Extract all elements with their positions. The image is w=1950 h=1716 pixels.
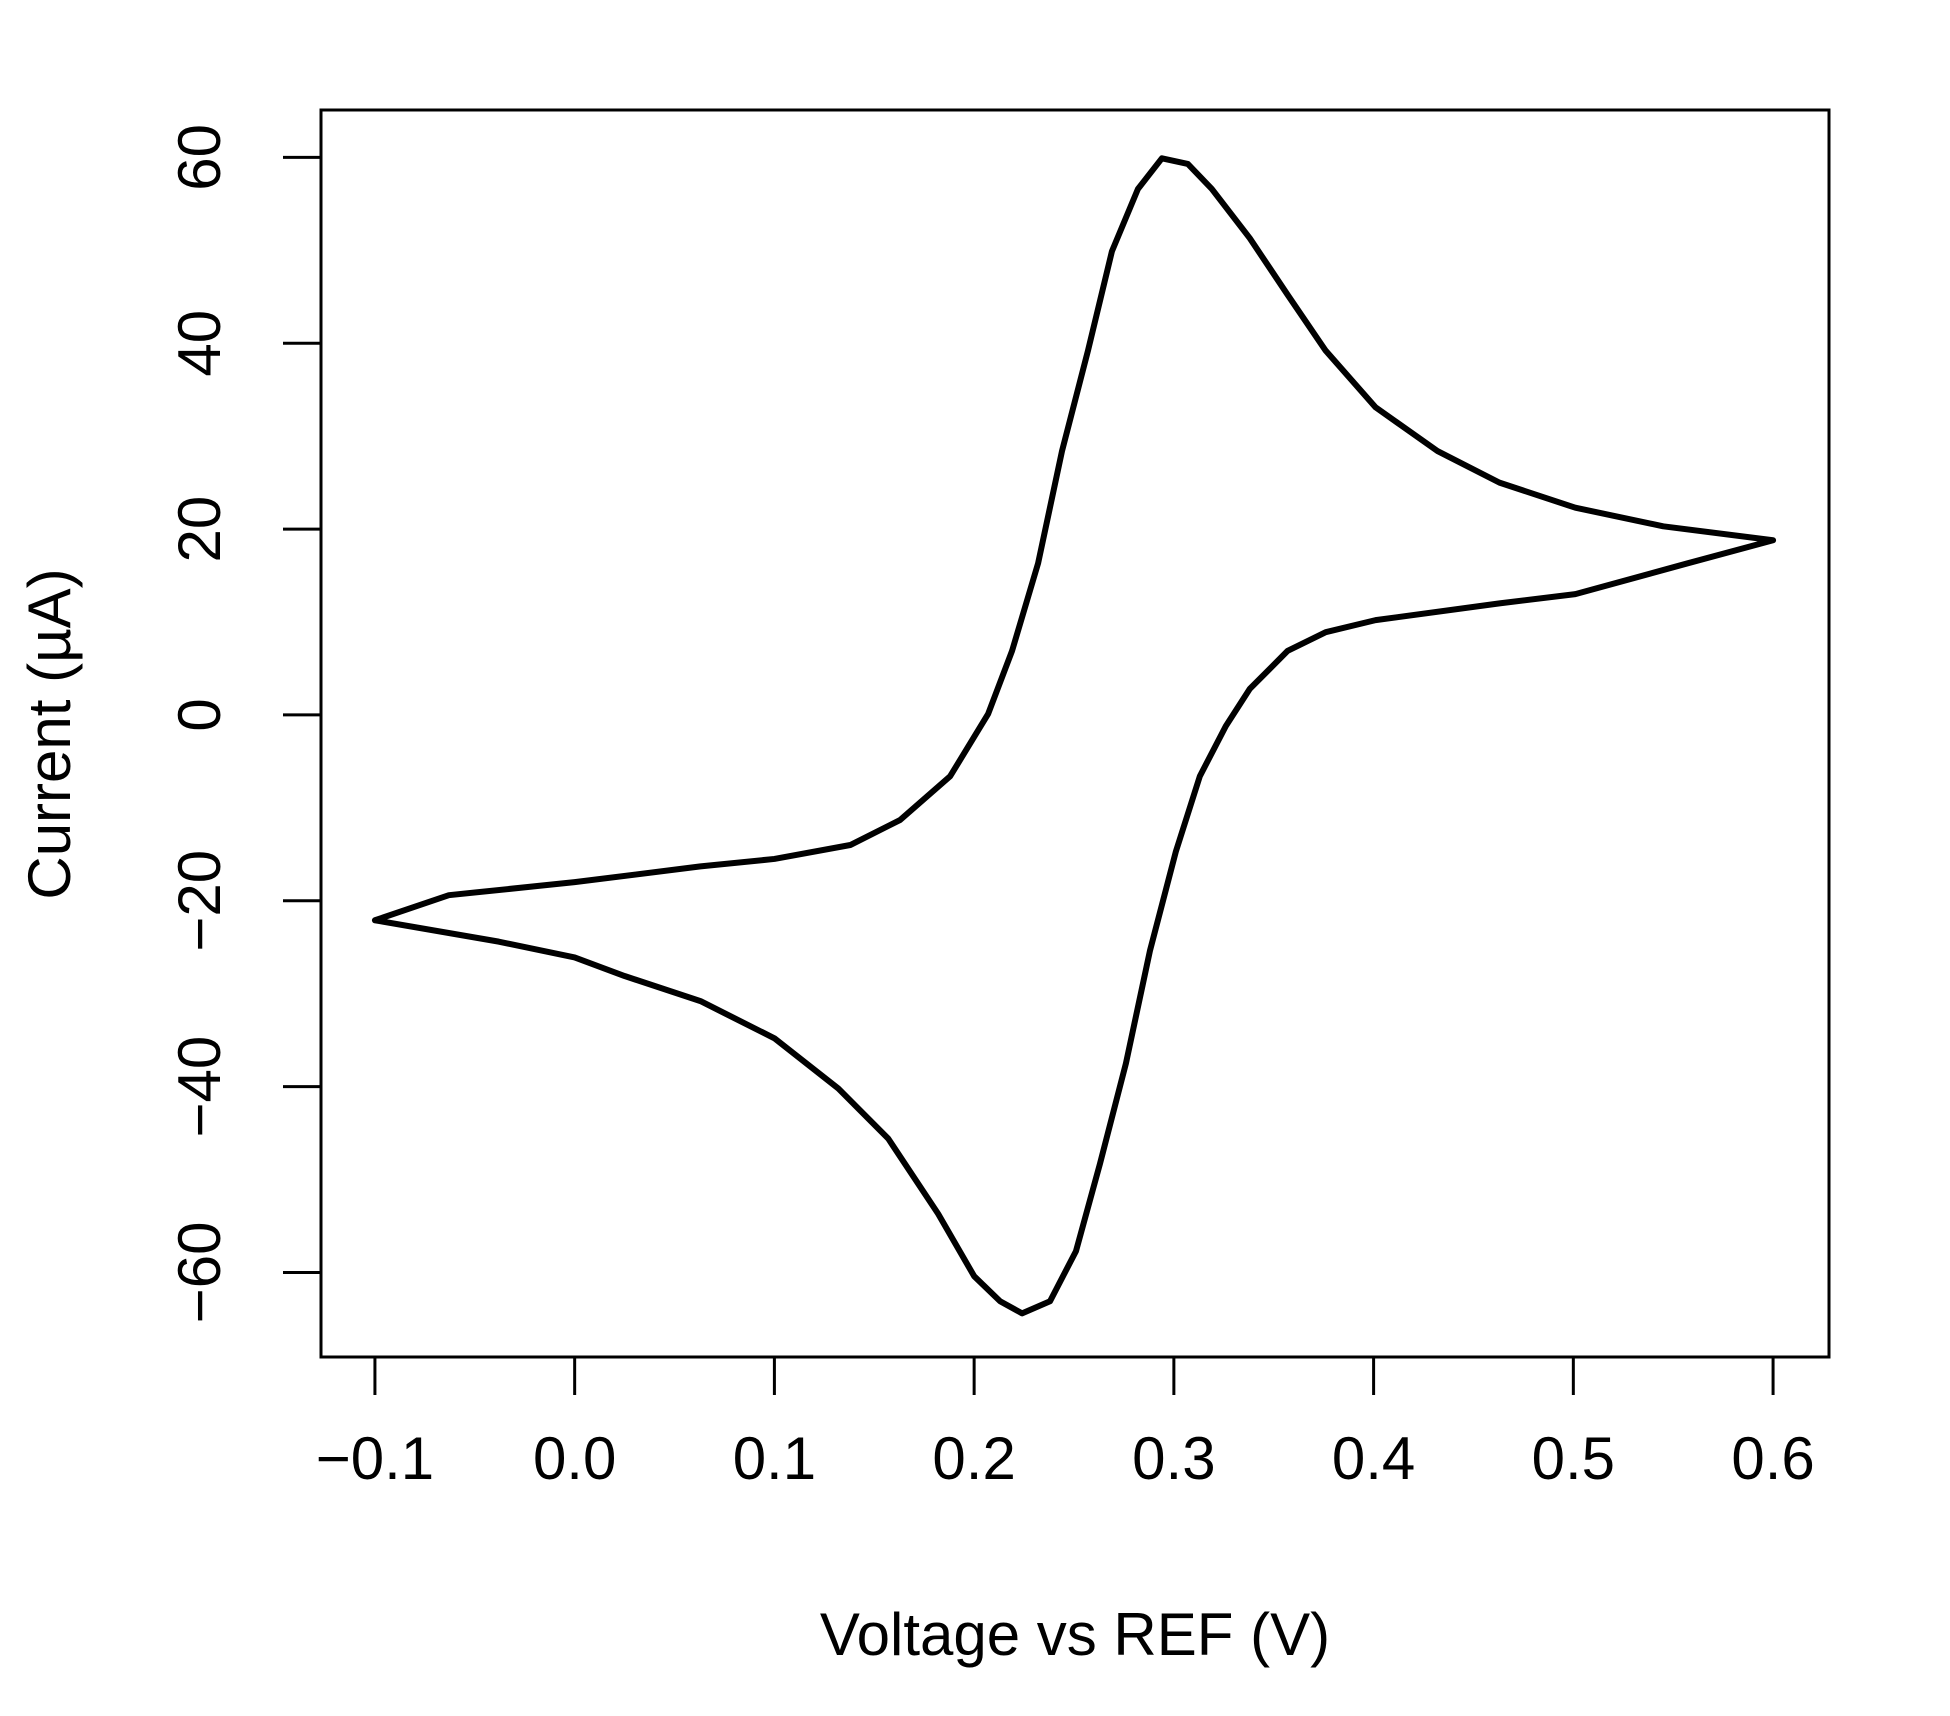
x-tick-label: 0.1 (733, 1425, 816, 1492)
y-tick-label: 0 (166, 698, 233, 731)
x-tick-label: 0.5 (1532, 1425, 1615, 1492)
y-axis-title: Current (µA) (16, 568, 83, 899)
x-tick-label: 0.0 (533, 1425, 616, 1492)
x-tick-label: 0.6 (1731, 1425, 1814, 1492)
plot-frame (319, 108, 1831, 1359)
y-tick-label: −40 (166, 1036, 233, 1138)
x-axis-title: Voltage vs REF (V) (820, 1601, 1330, 1668)
y-tick-label: −20 (166, 850, 233, 952)
x-tick-label: 0.2 (932, 1425, 1015, 1492)
x-tick-label: −0.1 (316, 1425, 434, 1492)
x-tick-label: 0.4 (1332, 1425, 1415, 1492)
y-tick-label: 20 (166, 496, 233, 563)
y-tick-label: −60 (166, 1222, 233, 1324)
data-line (371, 155, 1777, 1317)
y-tick-label: 60 (166, 124, 233, 191)
x-tick-label: 0.3 (1132, 1425, 1215, 1492)
y-tick-label: 40 (166, 310, 233, 377)
